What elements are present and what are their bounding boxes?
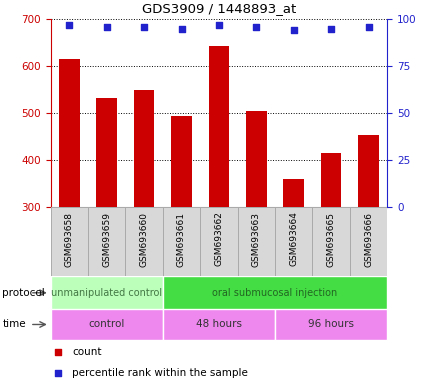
Point xyxy=(327,26,335,32)
Bar xyxy=(51,309,163,340)
Bar xyxy=(209,46,229,207)
Bar xyxy=(358,136,379,207)
Text: GSM693666: GSM693666 xyxy=(364,212,373,266)
Text: time: time xyxy=(2,319,26,329)
Text: percentile rank within the sample: percentile rank within the sample xyxy=(73,368,248,378)
Point xyxy=(103,24,110,30)
Point xyxy=(66,22,73,28)
Point xyxy=(216,22,223,28)
Bar xyxy=(51,207,88,276)
Text: GSM693664: GSM693664 xyxy=(289,212,298,266)
Text: protocol: protocol xyxy=(2,288,45,298)
Bar xyxy=(283,179,304,207)
Text: GSM693663: GSM693663 xyxy=(252,212,261,266)
Bar xyxy=(200,207,238,276)
Text: 48 hours: 48 hours xyxy=(196,319,242,329)
Bar xyxy=(238,207,275,276)
Text: GSM693661: GSM693661 xyxy=(177,212,186,266)
Text: GSM693665: GSM693665 xyxy=(326,212,336,266)
Point xyxy=(55,349,62,355)
Text: unmanipulated control: unmanipulated control xyxy=(51,288,162,298)
Point xyxy=(365,24,372,30)
Bar xyxy=(275,309,387,340)
Point xyxy=(253,24,260,30)
Text: GSM693662: GSM693662 xyxy=(214,212,224,266)
Bar xyxy=(275,207,312,276)
Bar xyxy=(246,111,267,207)
Text: GSM693660: GSM693660 xyxy=(139,212,149,266)
Point xyxy=(55,370,62,376)
Bar xyxy=(88,207,125,276)
Text: GSM693658: GSM693658 xyxy=(65,212,74,266)
Point xyxy=(141,24,148,30)
Bar xyxy=(59,59,80,207)
Bar xyxy=(125,207,163,276)
Bar xyxy=(312,207,350,276)
Bar xyxy=(350,207,387,276)
Point xyxy=(290,27,297,33)
Bar xyxy=(96,98,117,207)
Bar xyxy=(134,90,154,207)
Bar xyxy=(163,276,387,309)
Text: oral submucosal injection: oral submucosal injection xyxy=(213,288,337,298)
Text: 96 hours: 96 hours xyxy=(308,319,354,329)
Title: GDS3909 / 1448893_at: GDS3909 / 1448893_at xyxy=(142,2,296,15)
Bar xyxy=(163,309,275,340)
Bar xyxy=(163,207,200,276)
Bar xyxy=(51,276,163,309)
Bar xyxy=(321,153,341,207)
Text: GSM693659: GSM693659 xyxy=(102,212,111,266)
Text: control: control xyxy=(88,319,125,329)
Point xyxy=(178,26,185,32)
Text: count: count xyxy=(73,347,102,357)
Bar xyxy=(171,116,192,207)
